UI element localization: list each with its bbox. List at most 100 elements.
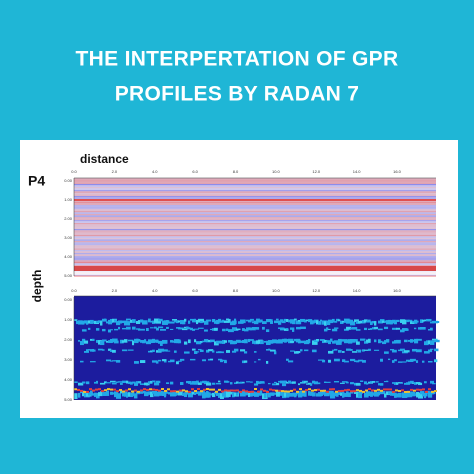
reflection-streak xyxy=(302,392,305,396)
reflection-streak xyxy=(410,339,413,343)
reflection-streak xyxy=(316,339,320,341)
reflection-streak xyxy=(218,351,222,353)
reflection-streak xyxy=(236,328,241,331)
reflection-streak xyxy=(250,339,254,341)
reflection-streak xyxy=(312,392,316,397)
reflection-streak xyxy=(204,392,210,398)
reflection-streak xyxy=(128,349,134,351)
x-tick-label: 10.0 xyxy=(272,288,281,293)
reflection-streak xyxy=(138,328,141,331)
reflection-streak xyxy=(206,390,209,395)
reflection-streak xyxy=(292,320,296,325)
reflection-streak xyxy=(120,339,124,344)
reflection-streak xyxy=(278,380,281,383)
reflection-streak xyxy=(342,359,346,363)
reflection-streak xyxy=(312,340,318,345)
y-tick-label: 4.00 xyxy=(64,377,73,382)
reflection-streak xyxy=(214,392,218,395)
reflection-streak xyxy=(338,338,342,343)
reflection-streak xyxy=(328,319,334,324)
reflection-streak xyxy=(408,319,413,322)
reflection-band xyxy=(74,218,436,220)
reflection-streak xyxy=(184,351,190,354)
reflection-streak xyxy=(374,339,377,343)
reflection-streak xyxy=(156,339,159,343)
reflection-streak xyxy=(350,349,353,351)
reflection-streak xyxy=(262,382,265,384)
reflection-streak xyxy=(194,328,199,330)
reflection-streak xyxy=(424,381,427,384)
reflection-streak xyxy=(140,360,146,364)
reflection-streak xyxy=(364,381,367,385)
reflection-streak xyxy=(376,381,379,383)
reflection-streak xyxy=(132,319,136,323)
reflection-streak xyxy=(122,390,125,393)
reflection-streak xyxy=(74,393,78,400)
reflection-streak xyxy=(396,327,401,330)
x-tick-label: 10.0 xyxy=(272,169,281,174)
reflection-streak xyxy=(266,390,269,393)
reflection-streak xyxy=(232,340,238,344)
reflection-streak xyxy=(384,393,387,398)
reflection-streak xyxy=(188,391,193,398)
reflection-streak xyxy=(262,321,267,324)
reflection-streak xyxy=(122,349,128,352)
reflection-streak xyxy=(292,381,296,384)
reflection-streak xyxy=(209,388,212,391)
reflection-streak xyxy=(208,349,214,352)
reflection-streak xyxy=(152,380,156,383)
x-tick-label: 2.0 xyxy=(112,169,118,174)
reflection-streak xyxy=(206,349,210,353)
reflection-streak xyxy=(100,340,105,346)
reflection-streak xyxy=(216,390,219,396)
reflection-streak xyxy=(286,328,289,330)
reflection-streak xyxy=(119,389,122,392)
reflection-streak xyxy=(300,326,306,330)
reflection-streak xyxy=(336,392,339,397)
reflection-streak xyxy=(356,349,362,352)
reflection-band xyxy=(74,188,436,190)
reflection-streak xyxy=(290,327,295,330)
reflection-streak xyxy=(364,319,368,323)
reflection-streak xyxy=(197,388,200,391)
reflection-streak xyxy=(334,393,338,396)
reflection-streak xyxy=(200,321,203,324)
reflection-streak xyxy=(178,327,184,330)
reflection-streak xyxy=(232,350,237,353)
reflection-streak xyxy=(158,326,164,329)
reflection-streak xyxy=(110,349,113,352)
reflection-streak xyxy=(240,340,244,343)
reflection-streak xyxy=(263,389,266,392)
reflection-streak xyxy=(276,318,279,321)
reflection-streak xyxy=(358,392,363,399)
reflection-streak xyxy=(380,391,386,395)
reflection-streak xyxy=(92,389,95,392)
reflection-streak xyxy=(364,349,370,351)
reflection-streak xyxy=(106,321,110,324)
reflection-streak xyxy=(404,328,409,331)
reflection-streak xyxy=(354,319,359,322)
reflection-streak xyxy=(382,320,386,323)
reflection-streak xyxy=(204,329,208,332)
reflection-streak xyxy=(304,349,309,352)
reflection-streak xyxy=(422,360,425,363)
reflection-streak xyxy=(244,329,249,332)
reflection-streak xyxy=(380,383,384,386)
reflection-streak xyxy=(372,381,376,383)
reflection-band xyxy=(74,256,436,258)
reflection-band xyxy=(74,257,436,259)
reflection-streak xyxy=(218,388,221,391)
reflection-streak xyxy=(362,360,366,363)
reflection-streak xyxy=(416,338,422,341)
reflection-streak xyxy=(116,393,122,399)
reflection-streak xyxy=(120,382,123,385)
reflection-streak xyxy=(179,389,182,392)
reflection-streak xyxy=(126,392,129,398)
reflection-streak xyxy=(170,390,173,393)
reflection-streak xyxy=(340,382,345,384)
reflection-band xyxy=(74,233,436,235)
reflection-streak xyxy=(248,338,251,343)
reflection-streak xyxy=(292,329,295,332)
reflection-band xyxy=(74,203,436,205)
reflection-streak xyxy=(74,319,78,321)
